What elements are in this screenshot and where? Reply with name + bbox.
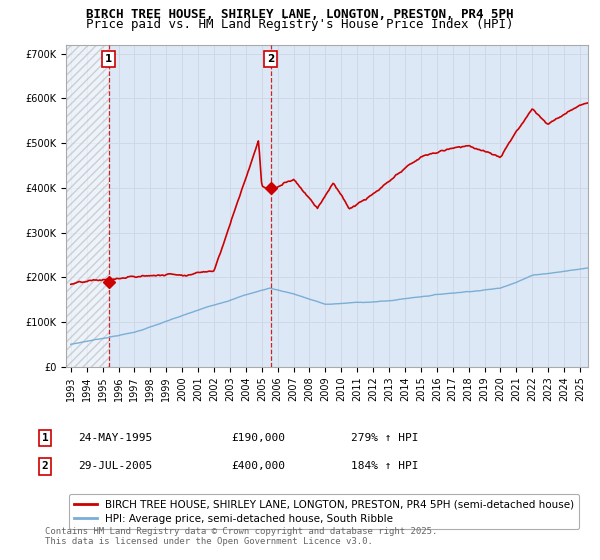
- Text: Contains HM Land Registry data © Crown copyright and database right 2025.
This d: Contains HM Land Registry data © Crown c…: [45, 526, 437, 546]
- Text: 279% ↑ HPI: 279% ↑ HPI: [351, 433, 419, 443]
- Text: £190,000: £190,000: [231, 433, 285, 443]
- Text: 24-MAY-1995: 24-MAY-1995: [78, 433, 152, 443]
- Text: 1: 1: [105, 54, 112, 64]
- Text: 2: 2: [267, 54, 274, 64]
- Text: 29-JUL-2005: 29-JUL-2005: [78, 461, 152, 472]
- Text: £400,000: £400,000: [231, 461, 285, 472]
- Text: BIRCH TREE HOUSE, SHIRLEY LANE, LONGTON, PRESTON, PR4 5PH: BIRCH TREE HOUSE, SHIRLEY LANE, LONGTON,…: [86, 8, 514, 21]
- Text: 1: 1: [41, 433, 49, 443]
- Text: 184% ↑ HPI: 184% ↑ HPI: [351, 461, 419, 472]
- Legend: BIRCH TREE HOUSE, SHIRLEY LANE, LONGTON, PRESTON, PR4 5PH (semi-detached house),: BIRCH TREE HOUSE, SHIRLEY LANE, LONGTON,…: [68, 494, 580, 529]
- Text: 2: 2: [41, 461, 49, 472]
- Bar: [66, 45, 109, 367]
- Text: Price paid vs. HM Land Registry's House Price Index (HPI): Price paid vs. HM Land Registry's House …: [86, 18, 514, 31]
- Bar: [66, 45, 109, 367]
